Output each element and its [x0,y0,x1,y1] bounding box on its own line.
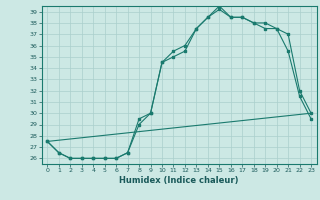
X-axis label: Humidex (Indice chaleur): Humidex (Indice chaleur) [119,176,239,185]
